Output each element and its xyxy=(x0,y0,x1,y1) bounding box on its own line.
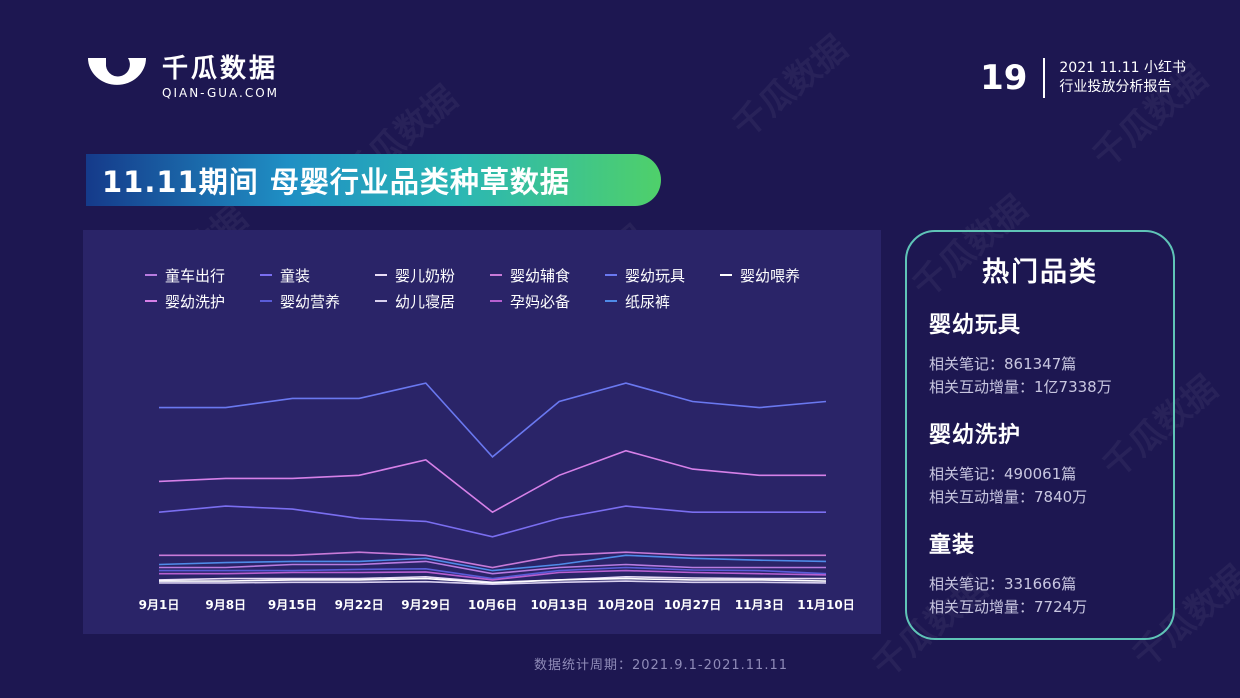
data-period-footer: 数据统计周期：2021.9.1-2021.11.11 xyxy=(533,658,788,673)
hot-category-item: 童装 相关笔记：331666篇 相关互动增量：7724万 xyxy=(929,527,1151,619)
series-line xyxy=(159,382,827,459)
legend-label: 幼儿寝居 xyxy=(395,292,456,311)
legend-swatch xyxy=(375,300,387,302)
x-tick-label: 9月22日 xyxy=(335,598,384,612)
series-line xyxy=(159,566,827,580)
series-line xyxy=(158,505,826,538)
x-tick-label: 11月10日 xyxy=(797,598,854,612)
x-tick-label: 10月27日 xyxy=(664,598,721,612)
report-title-line1: 2021 11.11 小红书 xyxy=(1059,60,1186,76)
hot-category-name: 婴幼玩具 xyxy=(929,313,1022,338)
legend-swatch xyxy=(490,274,502,276)
x-tick-label: 9月29日 xyxy=(401,598,450,612)
legend-item: 婴幼洗护 xyxy=(145,288,260,314)
hot-categories-card: 热门品类 婴幼玩具 相关笔记：861347篇 相关互动增量：1亿7338万 婴幼… xyxy=(905,230,1175,640)
series-line xyxy=(158,554,827,572)
hot-category-name: 婴幼洗护 xyxy=(929,423,1022,448)
legend-label: 婴幼洗护 xyxy=(165,292,226,311)
legend-label: 童装 xyxy=(280,266,311,285)
hot-category-item: 婴幼玩具 相关笔记：861347篇 相关互动增量：1亿7338万 xyxy=(929,307,1151,399)
hot-category-notes: 相关笔记：331666篇 xyxy=(929,575,1077,593)
legend-item: 婴幼辅食 xyxy=(490,262,605,288)
legend-label: 婴幼玩具 xyxy=(625,266,686,285)
hot-category-growth: 相关互动增量：7840万 xyxy=(929,488,1088,506)
series-line xyxy=(159,551,826,569)
legend-item: 婴儿奶粉 xyxy=(375,262,490,288)
legend-swatch xyxy=(260,274,272,276)
legend-item: 纸尿裤 xyxy=(605,288,720,314)
legend-item: 童装 xyxy=(260,262,375,288)
brand-logo: 千瓜数据 QIAN-GUA.COM xyxy=(84,52,279,102)
series-line xyxy=(159,580,827,586)
legend-label: 孕妈必备 xyxy=(510,292,571,311)
logo-mark-icon xyxy=(84,52,150,102)
chart-panel xyxy=(83,230,881,634)
legend-label: 婴幼辅食 xyxy=(510,266,571,285)
report-header: 19 2021 11.11 小红书 行业投放分析报告 xyxy=(980,58,1186,98)
hot-category-item: 婴幼洗护 相关笔记：490061篇 相关互动增量：7840万 xyxy=(929,417,1151,509)
legend-item: 孕妈必备 xyxy=(490,288,605,314)
legend-swatch xyxy=(260,300,272,302)
series-line xyxy=(159,577,827,584)
x-tick-label: 9月15日 xyxy=(268,598,317,612)
series-line xyxy=(159,569,827,581)
legend-item: 婴幼营养 xyxy=(260,288,375,314)
legend-item: 幼儿寝居 xyxy=(375,288,490,314)
legend-swatch xyxy=(720,274,732,276)
hot-category-notes: 相关笔记：490061篇 xyxy=(929,465,1077,483)
legend-swatch xyxy=(375,274,387,276)
legend-swatch xyxy=(145,300,157,302)
legend-swatch xyxy=(145,274,157,276)
x-tick-label: 10月13日 xyxy=(530,598,587,612)
logo-name: 千瓜数据 xyxy=(162,54,279,84)
x-tick-label: 10月6日 xyxy=(468,598,517,612)
hot-category-growth: 相关互动增量：7724万 xyxy=(929,598,1088,616)
report-title: 2021 11.11 小红书 行业投放分析报告 xyxy=(1059,59,1186,97)
legend-swatch xyxy=(490,300,502,302)
legend-item: 婴幼喂养 xyxy=(720,262,835,288)
legend-label: 婴儿奶粉 xyxy=(395,266,456,285)
legend-label: 纸尿裤 xyxy=(625,292,671,311)
series-line xyxy=(159,560,826,575)
hot-category-name: 童装 xyxy=(929,533,976,558)
header-divider xyxy=(1043,58,1046,98)
page-title: 11.11期间 母婴行业品类种草数据 xyxy=(102,165,570,199)
legend-label: 童车出行 xyxy=(165,266,226,285)
hot-category-growth: 相关互动增量：1亿7338万 xyxy=(929,378,1112,396)
x-tick-label: 11月3日 xyxy=(735,598,784,612)
hot-categories-title: 热门品类 xyxy=(982,257,1098,288)
report-title-line2: 行业投放分析报告 xyxy=(1059,79,1172,95)
logo-domain: QIAN-GUA.COM xyxy=(162,86,280,100)
chart-legend: 童车出行 童装 婴儿奶粉 婴幼辅食 婴幼玩具 婴幼喂养婴幼洗护 婴幼营养 幼儿寝居 孕妈必备 纸尿… xyxy=(145,262,845,314)
legend-label: 婴幼营养 xyxy=(280,292,341,311)
x-tick-label: 9月1日 xyxy=(139,598,180,612)
x-tick-label: 9月8日 xyxy=(205,598,246,612)
legend-swatch xyxy=(605,300,617,302)
hot-category-notes: 相关笔记：861347篇 xyxy=(929,355,1077,373)
series-line xyxy=(158,449,826,514)
legend-label: 婴幼喂养 xyxy=(740,266,801,285)
legend-item: 婴幼玩具 xyxy=(605,262,720,288)
legend-swatch xyxy=(605,274,617,276)
legend-item: 童车出行 xyxy=(145,262,260,288)
section-title-bar: 11.11期间 母婴行业品类种草数据 xyxy=(86,154,661,206)
page-number: 19 xyxy=(980,58,1028,98)
x-tick-label: 10月20日 xyxy=(597,598,654,612)
